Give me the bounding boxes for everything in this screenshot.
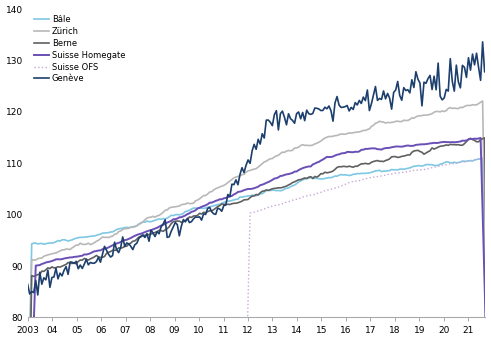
Genève: [324, 107, 330, 111]
Zürich: [387, 121, 393, 125]
Suisse Homegate: [387, 146, 393, 150]
Line: Genève: Genève: [27, 42, 487, 295]
Bâle: [366, 171, 372, 175]
Suisse OFS: [467, 159, 473, 163]
Berne: [482, 136, 488, 140]
Line: Zürich: Zürich: [27, 101, 487, 341]
Genève: [144, 232, 150, 236]
Berne: [140, 233, 146, 237]
Zürich: [417, 114, 423, 118]
Bâle: [480, 157, 486, 161]
Zürich: [366, 127, 372, 131]
Genève: [35, 293, 41, 297]
Line: Berne: Berne: [27, 138, 487, 341]
Suisse OFS: [393, 171, 399, 175]
Line: Bâle: Bâle: [27, 159, 487, 341]
Genève: [419, 104, 425, 108]
Berne: [417, 149, 423, 153]
Suisse OFS: [265, 205, 271, 209]
Suisse Homegate: [140, 231, 146, 235]
Zürich: [140, 220, 146, 224]
Suisse Homegate: [366, 147, 372, 151]
Suisse Homegate: [417, 143, 423, 147]
Suisse Homegate: [142, 230, 148, 234]
Genève: [389, 107, 395, 111]
Line: Suisse Homegate: Suisse Homegate: [27, 138, 487, 341]
Suisse OFS: [484, 156, 490, 160]
Berne: [366, 162, 372, 166]
Legend: Bâle, Zürich, Berne, Suisse Homegate, Suisse OFS, Genève: Bâle, Zürich, Berne, Suisse Homegate, Su…: [32, 13, 127, 85]
Suisse OFS: [298, 196, 303, 200]
Bâle: [322, 176, 328, 180]
Bâle: [140, 220, 146, 224]
Berne: [322, 170, 328, 174]
Suisse OFS: [482, 156, 488, 160]
Suisse Homegate: [322, 156, 328, 160]
Line: Suisse OFS: Suisse OFS: [244, 158, 487, 341]
Berne: [484, 283, 490, 287]
Suisse OFS: [405, 169, 411, 174]
Genève: [368, 102, 374, 106]
Genève: [484, 65, 490, 70]
Bâle: [142, 220, 148, 224]
Genève: [480, 40, 486, 44]
Zürich: [322, 136, 328, 140]
Bâle: [417, 164, 423, 168]
Genève: [25, 282, 30, 286]
Zürich: [480, 99, 486, 103]
Suisse Homegate: [478, 136, 484, 140]
Genève: [142, 235, 148, 239]
Berne: [142, 233, 148, 237]
Zürich: [142, 218, 148, 222]
Bâle: [387, 168, 393, 173]
Suisse OFS: [344, 182, 350, 186]
Berne: [387, 157, 393, 161]
